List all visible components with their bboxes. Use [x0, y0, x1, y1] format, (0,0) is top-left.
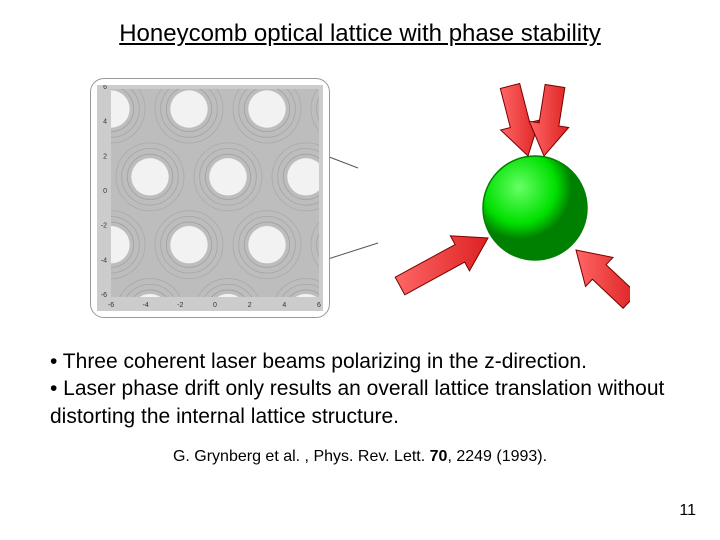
beam-diagram	[370, 78, 630, 318]
svg-text:6: 6	[103, 85, 107, 91]
svg-text:-4: -4	[143, 302, 149, 309]
bullet-1: • Three coherent laser beams polarizing …	[50, 348, 670, 375]
svg-text:2: 2	[248, 302, 252, 309]
citation: G. Grynberg et al. , Phys. Rev. Lett. 70…	[0, 448, 720, 466]
bullet-list: • Three coherent laser beams polarizing …	[50, 348, 670, 430]
atom-sphere	[483, 156, 587, 260]
svg-text:-2: -2	[101, 223, 107, 230]
svg-text:-4: -4	[101, 257, 107, 264]
slide-title: Honeycomb optical lattice with phase sta…	[0, 0, 720, 48]
svg-text:-6: -6	[101, 292, 107, 299]
citation-suffix: , 2249 (1993).	[447, 448, 547, 465]
svg-text:0: 0	[103, 188, 107, 195]
laser-beam-arrow	[529, 84, 569, 156]
bullet-2: • Laser phase drift only results an over…	[50, 375, 670, 430]
svg-text:-2: -2	[177, 302, 183, 309]
svg-text:6: 6	[317, 302, 321, 309]
laser-beam-arrow	[576, 250, 630, 308]
laser-beam-arrow	[395, 236, 488, 295]
citation-volume: 70	[430, 448, 448, 465]
svg-text:0: 0	[213, 302, 217, 309]
laser-beam-arrow	[500, 84, 539, 156]
svg-text:2: 2	[103, 153, 107, 160]
figure-row: -6 -4 -2 0 2 4 6 -6 -4 -2 0 2 4 6	[0, 78, 720, 318]
page-number: 11	[679, 502, 696, 520]
svg-text:-6: -6	[108, 302, 114, 309]
citation-prefix: G. Grynberg et al. , Phys. Rev. Lett.	[173, 448, 430, 465]
lattice-pattern: -6 -4 -2 0 2 4 6 -6 -4 -2 0 2 4 6	[97, 85, 323, 311]
svg-text:4: 4	[282, 302, 286, 309]
svg-text:4: 4	[103, 119, 107, 126]
lattice-panel: -6 -4 -2 0 2 4 6 -6 -4 -2 0 2 4 6	[90, 78, 330, 318]
